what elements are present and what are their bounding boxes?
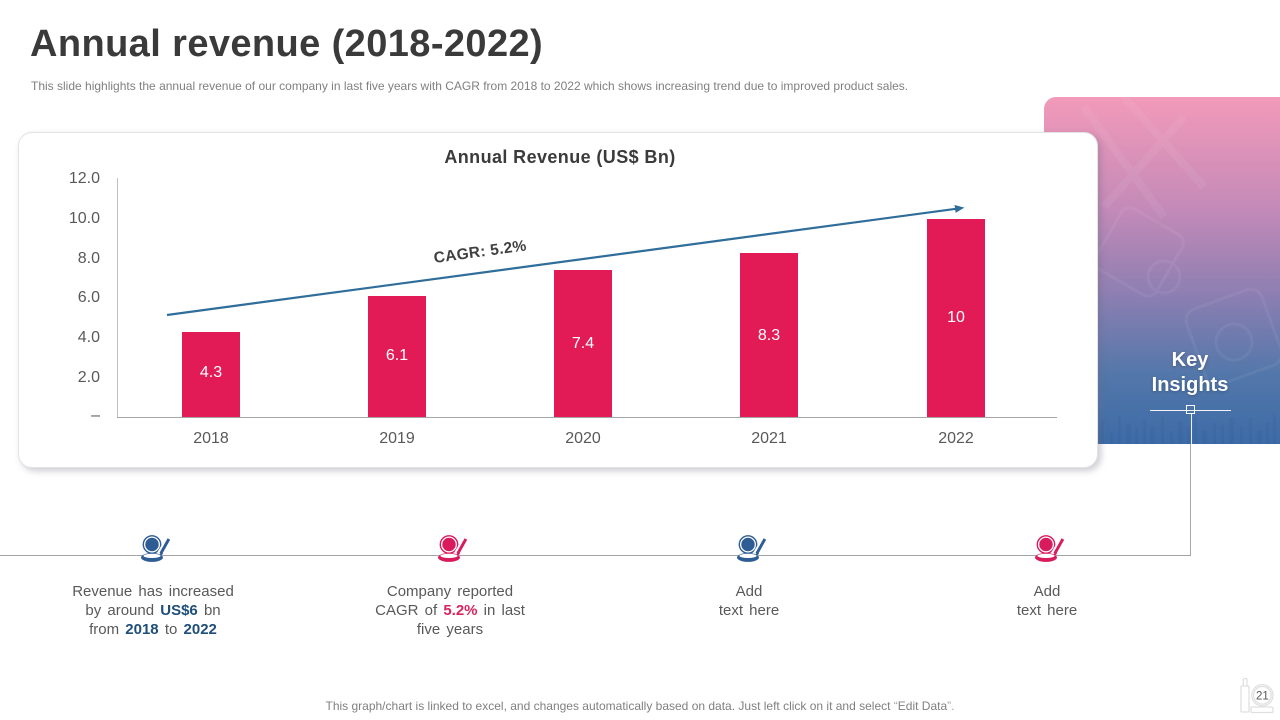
svg-text:21: 21 <box>1256 691 1269 703</box>
